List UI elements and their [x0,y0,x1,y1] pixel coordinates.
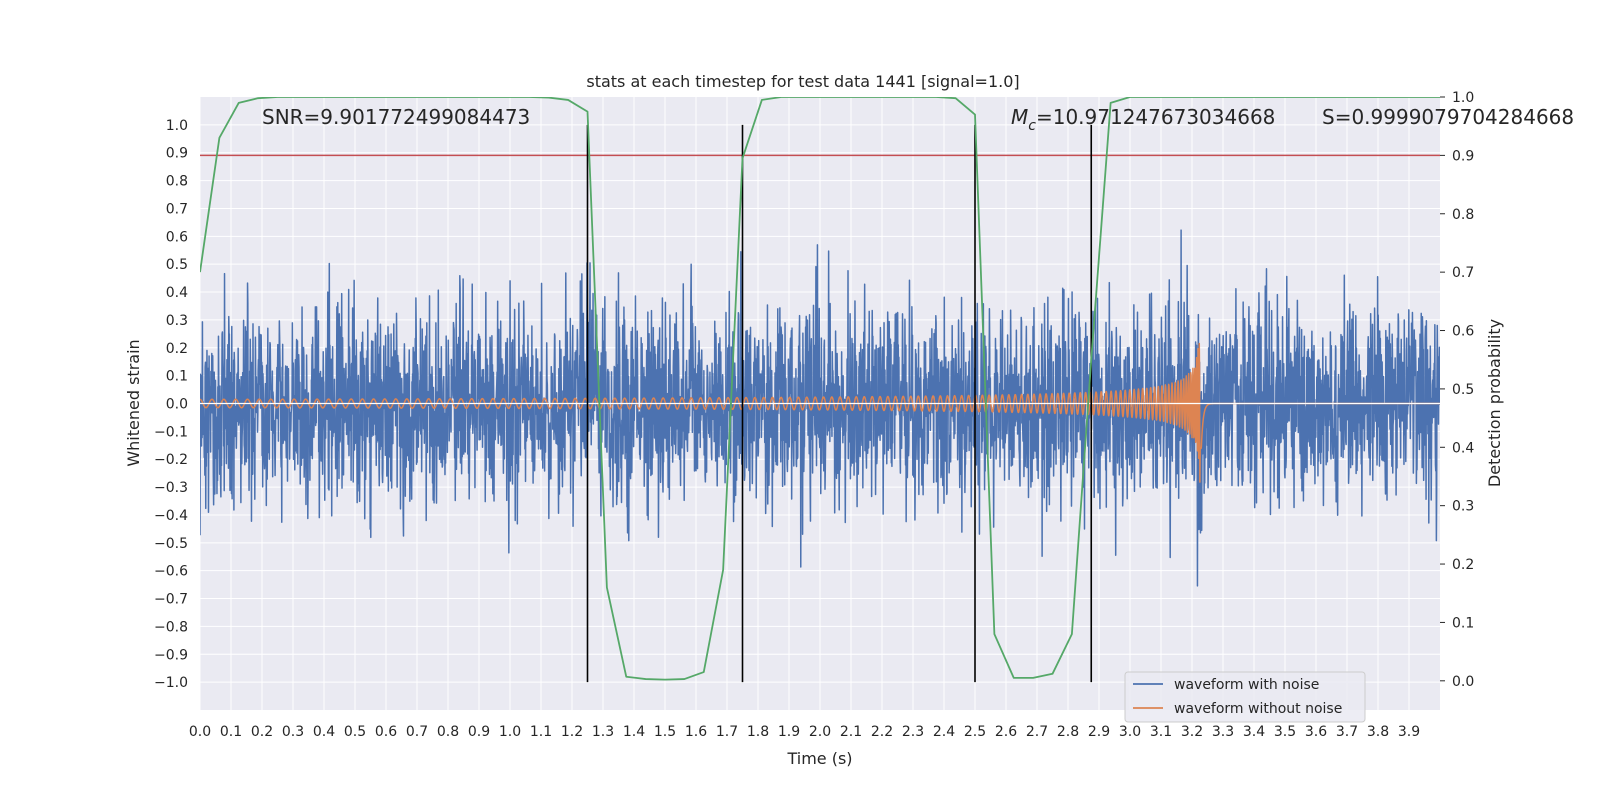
x-tick-label: 2.1 [840,724,862,740]
x-tick-label: 0.4 [313,724,335,740]
y-tick-label: 0.5 [166,257,188,273]
y2-tick-label: 0.0 [1452,674,1474,690]
legend-label-noise: waveform with noise [1174,677,1319,693]
x-tick-label: 3.5 [1274,724,1296,740]
x-tick-label: 3.3 [1212,724,1234,740]
y-tick-label: 0.3 [166,313,188,329]
y-tick-label: −0.2 [154,452,188,468]
x-tick-label: 1.0 [499,724,521,740]
series-detection-probability [200,97,1440,681]
y-tick-label: 0.7 [166,201,188,217]
chirp-mass-annotation: Mc=10.971247673034668 [1011,105,1275,134]
y-tick-label: −0.3 [154,480,188,496]
y-tick-label: 0.4 [166,285,188,301]
legend-label-clean: waveform without noise [1174,701,1342,717]
y-tick-label: 0.8 [166,174,188,190]
x-tick-label: 2.2 [871,724,893,740]
score-annotation: S=0.9999079704284668 [1322,105,1574,129]
chart-title: stats at each timestep for test data 144… [586,72,1019,91]
x-tick-label: 1.6 [685,724,707,740]
series-waveform-with-noise [200,229,1440,587]
x-tick-label: 2.9 [1088,724,1110,740]
x-tick-label: 0.9 [468,724,490,740]
y-tick-label: 0.2 [166,341,188,357]
chirp-mass-subscript: c [1028,118,1036,134]
y-tick-label: −0.6 [154,564,188,580]
y-tick-label: −0.1 [154,424,188,440]
legend: waveform with noise waveform without noi… [1124,671,1366,723]
y-tick-label: 0.1 [166,369,188,385]
y2-tick-label: 0.4 [1452,440,1474,456]
x-tick-label: 1.3 [592,724,614,740]
x-tick-label: 2.5 [964,724,986,740]
x-tick-label: 0.7 [406,724,428,740]
x-tick-label: 1.2 [561,724,583,740]
y2-tick-label: 0.1 [1452,615,1474,631]
x-tick-label: 0.2 [251,724,273,740]
y2-axis-label: Detection probability [1485,319,1504,487]
x-tick-label: 3.6 [1305,724,1327,740]
x-tick-label: 0.1 [220,724,242,740]
y2-tick-label: 0.2 [1452,557,1474,573]
chirp-mass-symbol: M [1011,105,1028,129]
x-tick-label: 1.8 [747,724,769,740]
x-tick-label: 1.9 [778,724,800,740]
x-tick-label: 1.1 [530,724,552,740]
window-boundaries [586,124,1093,683]
x-tick-label: 2.3 [902,724,924,740]
y2-tick-label: 0.6 [1452,324,1474,340]
y2-tick-label: 1.0 [1452,90,1474,106]
y-tick-label: −0.8 [154,619,188,635]
x-tick-label: 2.0 [809,724,831,740]
x-tick-label: 3.0 [1119,724,1141,740]
y-tick-label: 0.0 [166,397,188,413]
y-tick-label: −0.4 [154,508,188,524]
snr-annotation: SNR=9.901772499084473 [262,105,530,129]
x-tick-label: 0.8 [437,724,459,740]
y-tick-label: −1.0 [154,675,188,691]
x-axis: 0.0 0.1 0.2 0.3 0.4 0.5 0.6 0.7 0.8 0.9 1.0 1.1 1.2 1… [189,724,1420,740]
x-tick-label: 0.5 [344,724,366,740]
x-tick-label: 3.1 [1150,724,1172,740]
y-tick-label: −0.9 [154,647,188,663]
x-tick-label: 2.8 [1057,724,1079,740]
x-tick-label: 3.8 [1367,724,1389,740]
x-tick-label: 1.4 [623,724,645,740]
y-axis-label: Whitened strain [124,339,143,466]
x-tick-label: 2.7 [1026,724,1048,740]
x-tick-label: 3.2 [1181,724,1203,740]
y-tick-label: 1.0 [166,118,188,134]
y2-axis: 0.0 0.1 0.2 0.3 0.4 0.5 0.6 0.7 0.8 0.9 1.0 [1440,90,1474,690]
y-axis: −1.0 −0.9 −0.8 −0.7 −0.6 −0.5 −0.4 −0.3 −0.2 −0.1… [154,118,188,691]
x-tick-label: 1.7 [716,724,738,740]
x-tick-label: 0.6 [375,724,397,740]
x-tick-label: 0.3 [282,724,304,740]
x-tick-label: 2.6 [995,724,1017,740]
legend-box [1124,671,1366,723]
x-tick-label: 0.0 [189,724,211,740]
x-axis-label: Time (s) [786,749,852,768]
y-tick-label: 0.6 [166,229,188,245]
x-tick-label: 3.7 [1336,724,1358,740]
y2-tick-label: 0.9 [1452,148,1474,164]
y2-tick-label: 0.3 [1452,499,1474,515]
y2-tick-label: 0.8 [1452,207,1474,223]
x-tick-label: 1.5 [654,724,676,740]
y-tick-label: 0.9 [166,146,188,162]
x-tick-label: 2.4 [933,724,955,740]
y2-tick-label: 0.7 [1452,265,1474,281]
y-tick-label: −0.5 [154,536,188,552]
y-tick-label: −0.7 [154,592,188,608]
chirp-mass-value: =10.971247673034668 [1036,105,1275,129]
y2-tick-label: 0.5 [1452,382,1474,398]
x-tick-label: 3.4 [1243,724,1265,740]
x-tick-label: 3.9 [1398,724,1420,740]
